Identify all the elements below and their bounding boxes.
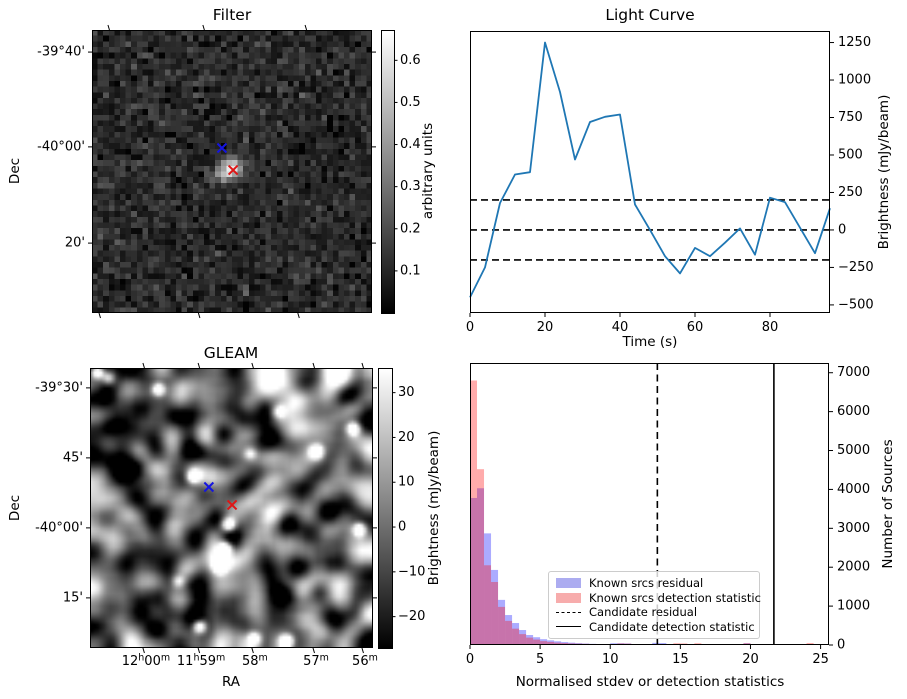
- tick-label: 1250: [838, 35, 871, 50]
- tick-label: 0.6: [400, 53, 421, 68]
- colorbar-ticks: −20 −10 0 10 20 30: [392, 385, 425, 624]
- tick-label: 20: [537, 320, 554, 335]
- tick-label: 0.1: [400, 263, 421, 278]
- tick-label: 12h00m: [122, 653, 170, 670]
- tick-label: 25: [812, 652, 829, 667]
- marker-red-cross: [227, 164, 239, 176]
- filter-axes: -39°40' -40°00' 20': [37, 24, 376, 319]
- tick-label: −20: [398, 609, 425, 624]
- tick-label: 56m: [352, 653, 378, 670]
- tick-label: 0: [466, 652, 474, 667]
- tick-label: 11h59m: [177, 653, 225, 670]
- light-curve-title: Light Curve: [605, 6, 695, 24]
- tick-label: 20': [65, 236, 85, 251]
- tick-label: 0.5: [400, 95, 421, 110]
- tick-label: 500: [838, 147, 863, 162]
- tick-label: 750: [838, 110, 863, 125]
- legend-patch-swatch: [556, 592, 581, 603]
- tick-label: 6000: [837, 404, 870, 419]
- tick-label: 57m: [303, 653, 329, 670]
- legend-label: Known srcs detection statistic: [589, 590, 761, 605]
- legend-label: Candidate residual: [589, 605, 698, 620]
- gleam-image: [90, 368, 373, 648]
- tick-label: 4000: [837, 482, 870, 497]
- filter-title: Filter: [212, 6, 252, 24]
- tick-label: -39°30': [35, 380, 83, 395]
- tick-label: −250: [838, 260, 874, 275]
- tick-label: 1000: [837, 599, 870, 614]
- tick-label: 20: [398, 430, 415, 445]
- tick-label: 7000: [837, 365, 870, 380]
- histogram-legend: Known srcs residual Known srcs detection …: [548, 571, 761, 639]
- tick-label: 0.3: [400, 179, 421, 194]
- tick-label: 45': [63, 450, 83, 465]
- brightness-axis-label: Brightness (mJy/beam): [876, 94, 892, 250]
- legend-label: Candidate detection statistic: [589, 619, 755, 634]
- light-curve-axes: 0 20 40 60 80 −500 −250 0 250 500 750 1000 1250: [466, 31, 874, 335]
- filter-colorbar: [381, 30, 395, 314]
- marker-blue-cross: [216, 142, 228, 154]
- tick-label: 40: [612, 320, 629, 335]
- tick-label: 58m: [242, 653, 268, 670]
- time-axis-label: Time (s): [622, 334, 678, 350]
- gleam-title: GLEAM: [203, 344, 259, 362]
- tick-label: -39°40': [37, 45, 85, 60]
- legend-patch-swatch: [556, 578, 581, 589]
- tick-label: 15': [63, 590, 83, 605]
- tick-label: -40°00': [37, 139, 85, 154]
- tick-label: 5000: [837, 443, 870, 458]
- tick-label: -40°00': [35, 520, 83, 535]
- sources-axis-label: Number of Sources: [880, 439, 896, 569]
- tick-label: 20: [742, 652, 759, 667]
- marker-blue-cross: [203, 481, 215, 493]
- gleam-dec-axis-label: Dec: [7, 494, 23, 522]
- legend-entry: Candidate detection statistic: [556, 619, 755, 635]
- filter-dec-axis-label: Dec: [7, 157, 23, 185]
- tick-label: 0: [838, 222, 846, 237]
- tick-label: 60: [687, 320, 704, 335]
- light-curve-line: [469, 41, 831, 298]
- tick-label: 0: [837, 638, 845, 653]
- tick-label: −10: [398, 564, 425, 579]
- tick-label: 1000: [838, 73, 871, 88]
- tick-label: 0.2: [400, 221, 421, 236]
- legend-entry: Candidate residual: [556, 605, 752, 620]
- tick-label: 2000: [837, 560, 870, 575]
- tick-label: 80: [762, 320, 779, 335]
- tick-label: 0: [466, 320, 474, 335]
- tick-label: 10: [398, 475, 415, 490]
- legend-line-swatch: [556, 626, 581, 628]
- tick-label: 0: [398, 520, 406, 535]
- legend-entry: Known srcs detection statistic: [556, 591, 761, 606]
- histogram-x-axis-label: Normalised stdev or detection statistics: [515, 674, 785, 690]
- gleam-colorbar: [378, 368, 393, 649]
- tick-label: 250: [838, 185, 863, 200]
- tick-label: −500: [838, 297, 874, 312]
- tick-label: 30: [398, 385, 415, 400]
- legend-line-swatch: [556, 611, 581, 613]
- marker-red-cross: [226, 499, 238, 511]
- tick-label: 3000: [837, 521, 870, 536]
- colorbar-ticks: 0.1 0.2 0.3 0.4 0.5 0.6: [394, 53, 421, 278]
- tick-label: 5: [536, 652, 544, 667]
- tick-label: 15: [672, 652, 689, 667]
- ra-axis-label: RA: [221, 674, 241, 690]
- hist-series-known-srcs-residual: [470, 488, 835, 645]
- tick-label: 0.4: [400, 137, 421, 152]
- tick-label: 10: [602, 652, 619, 667]
- gleam-colorbar-label: Brightness (mJy/beam): [426, 430, 442, 586]
- legend-label: Known srcs residual: [589, 576, 704, 591]
- legend-entry: Known srcs residual: [556, 576, 752, 591]
- filter-colorbar-label: arbitrary units: [420, 122, 436, 220]
- gleam-axes: -39°30' 45' -40°00' 15' 12h00m 11h59m 58m 57m 56…: [35, 362, 378, 670]
- histogram-axes: 0 5 10 15 20 25 0 1000 2000 3000 4000 5000 6000 7000: [466, 363, 870, 667]
